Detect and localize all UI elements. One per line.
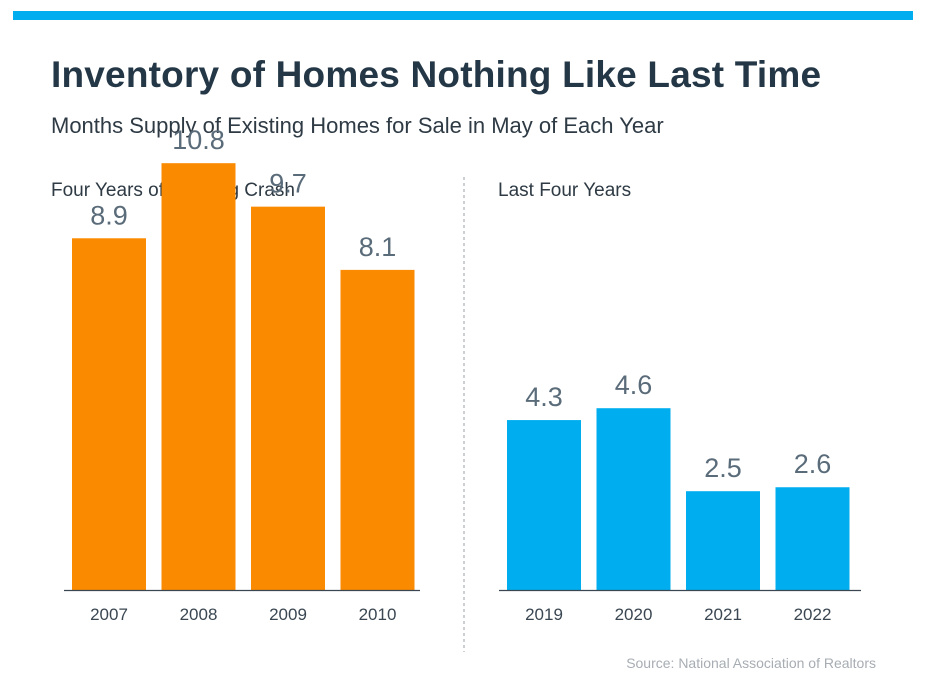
bar-2022 <box>775 487 850 590</box>
tick-label-2021: 2021 <box>704 605 742 624</box>
tick-label-2007: 2007 <box>90 605 128 624</box>
tick-label-2022: 2022 <box>794 605 832 624</box>
tick-label-2019: 2019 <box>525 605 563 624</box>
source-note: Source: National Association of Realtors <box>626 655 876 671</box>
bar-2007 <box>72 238 146 590</box>
bar-2020 <box>596 408 671 590</box>
tick-label-2009: 2009 <box>269 605 307 624</box>
tick-label-2010: 2010 <box>359 605 397 624</box>
value-label-2007: 8.9 <box>90 200 128 230</box>
value-label-2019: 4.3 <box>525 382 563 412</box>
chart-panel-crash: Four Years of Housing Crash8.9200710.820… <box>51 125 420 624</box>
accent-top-bar <box>13 11 913 20</box>
bar-2019 <box>507 420 581 590</box>
value-label-2010: 8.1 <box>359 232 397 262</box>
value-label-2021: 2.5 <box>704 453 742 483</box>
value-label-2020: 4.6 <box>615 370 653 400</box>
panel-title-recent: Last Four Years <box>498 180 631 201</box>
value-label-2009: 9.7 <box>269 169 307 199</box>
page-title: Inventory of Homes Nothing Like Last Tim… <box>51 54 822 95</box>
tick-label-2008: 2008 <box>180 605 218 624</box>
value-label-2022: 2.6 <box>794 449 832 479</box>
bar-2009 <box>251 206 325 590</box>
bar-2021 <box>686 491 760 590</box>
tick-label-2020: 2020 <box>615 605 653 624</box>
page-subtitle: Months Supply of Existing Homes for Sale… <box>51 113 664 138</box>
bar-2010 <box>340 269 415 590</box>
bar-2008 <box>161 163 236 590</box>
chart-panel-recent: Last Four Years 4.3 2019 4.6 2020 2.5 2021 2.6 2… <box>498 180 861 624</box>
value-label-2008: 10.8 <box>172 125 225 155</box>
